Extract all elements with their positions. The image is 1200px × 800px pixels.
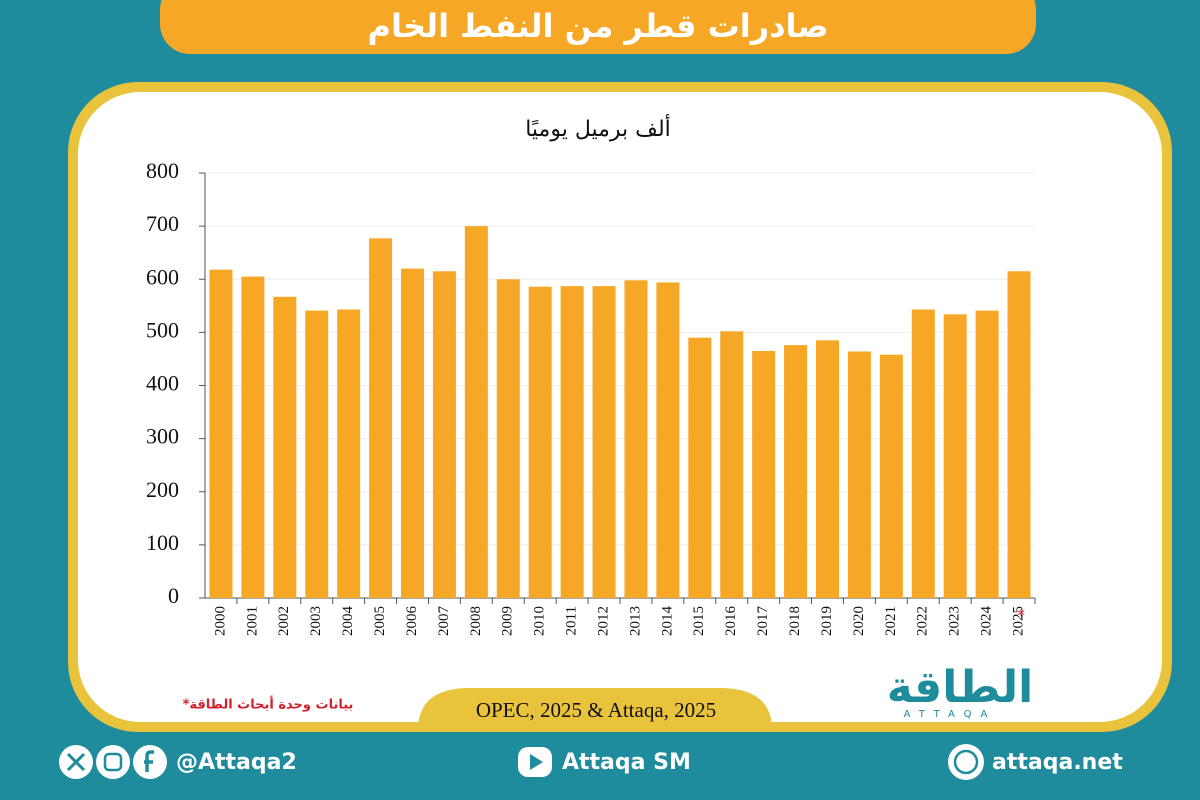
bar [688,337,712,598]
bar [624,280,648,598]
bar [528,286,552,598]
instagram-icon[interactable] [96,745,130,779]
estimate-mark: * [1017,606,1025,625]
x-tick-label: 2005 [372,606,388,636]
x-tick-label: 2020 [851,606,867,636]
x-tick-label: 2018 [787,606,803,636]
x-tick-label: 2000 [212,606,228,636]
bar [560,286,584,598]
x-tick-label: 2025 [1010,606,1026,636]
twitter-handle[interactable]: @Attaqa2 [176,750,297,775]
unit-label: ألف برميل يوميًا [525,114,671,142]
plot: 0 100 200 300 400 500 600 700 800 2000 2001 2002 200… [146,158,1036,637]
bar [496,279,520,598]
x-tick-label: 2013 [627,606,643,636]
x-tick-label: 2001 [244,606,260,636]
x-tick-label: 2024 [979,606,995,637]
web-icon[interactable] [948,744,984,780]
youtube-channel[interactable]: Attaqa SM [562,750,691,775]
bar [847,351,871,598]
web-glyph [953,749,979,775]
x-tick-label: 2008 [468,606,484,636]
source: OPEC, 2025 & Attaqa, 2025 [476,698,716,722]
bar [464,226,488,598]
source-box [418,688,772,730]
bar [305,310,329,598]
y-tick-label: 100 [146,530,179,555]
bar [816,340,839,598]
y-tick-label: 600 [146,264,179,289]
x-tick-label: 2017 [755,606,771,637]
x-tick-label: 2015 [691,606,707,636]
bar [752,350,776,598]
y-tick-label: 300 [146,424,179,449]
x-tick-label: 2016 [723,606,739,637]
x-tick-label: 2010 [532,606,548,636]
bar [975,310,999,598]
x-tick-label: 2012 [595,606,611,636]
x-glyph [66,752,86,772]
bar [337,309,361,598]
note: *بيانات وحدة أبحاث الطاقة [183,696,354,713]
title-banner [160,0,1036,54]
x-tick-label: 2007 [436,606,452,637]
bar [656,282,680,598]
bar [784,345,808,598]
bar [943,314,967,598]
y-tick-label: 400 [146,371,179,396]
y-tick-label: 0 [168,583,179,608]
x-tick-label: 2009 [500,606,516,636]
bar [209,269,233,598]
x-tick-label: 2011 [564,606,580,635]
logo-latin: ATTAQA [904,709,997,720]
x-tick-label: 2023 [947,606,963,636]
card [78,92,1162,722]
chart-title: صادرات قطر من النفط الخام [368,7,829,45]
bar [720,331,744,598]
facebook-glyph [144,750,154,772]
x-tick-label: 2019 [819,606,835,636]
youtube-glyph [530,754,543,770]
x-tick-label: 2004 [340,606,356,637]
x-tick-label: 2006 [404,606,420,637]
y-tick-label: 200 [146,477,179,502]
x-tick-label: 2002 [276,606,292,636]
y-tick-label: 500 [146,317,179,342]
x-tick-label: 2014 [659,606,675,637]
bar [241,276,265,598]
instagram-glyph [103,752,123,772]
bar [432,271,456,598]
bar [273,296,297,598]
bar [369,238,393,598]
website[interactable]: attaqa.net [992,750,1123,775]
x-tick-label: 2003 [308,606,324,636]
bar [401,268,424,598]
x-tick-label: 2021 [883,606,899,636]
bar [879,354,903,598]
bar [592,286,616,598]
y-tick-label: 700 [146,211,179,236]
logo-text: الطاقة [887,662,1033,713]
x-tick-label: 2022 [915,606,931,636]
bar [911,309,935,598]
y-tick-label: 800 [146,158,179,183]
bar [1007,271,1031,598]
